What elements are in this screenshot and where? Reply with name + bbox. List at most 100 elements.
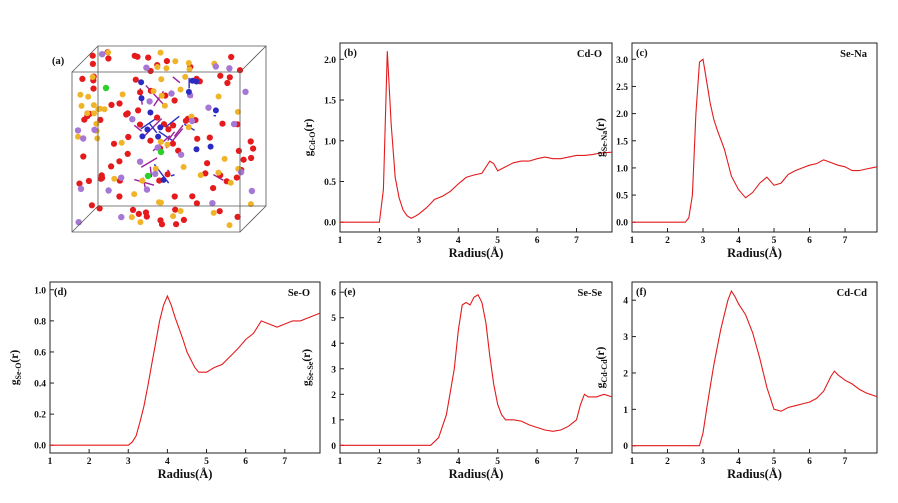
sodium-atom xyxy=(242,88,249,96)
selenium-atom xyxy=(177,86,184,93)
bond xyxy=(140,157,158,168)
oxygen-atom xyxy=(129,206,137,213)
y-axis-label: gSe-Na(r) xyxy=(595,118,609,157)
selenium-atom xyxy=(154,64,161,70)
selenium-atom xyxy=(226,222,233,229)
oxygen-atom xyxy=(85,177,92,185)
oxygen-atom xyxy=(96,205,103,212)
y-tick-label: 0.6 xyxy=(34,348,46,358)
highlight-atom xyxy=(157,148,165,156)
oxygen-atom xyxy=(250,145,257,152)
oxygen-atom xyxy=(142,209,150,216)
bond xyxy=(158,130,175,143)
x-tick-label: 2 xyxy=(665,236,670,246)
x-tick-label: 6 xyxy=(807,236,812,246)
selenium-atom xyxy=(152,165,159,172)
y-tick-label: 6 xyxy=(331,289,336,299)
bond xyxy=(164,115,180,128)
oxygen-atom xyxy=(110,140,118,147)
x-tick-label: 1 xyxy=(338,236,343,246)
cadmium-atom xyxy=(193,146,200,153)
y-axis-label: gCd-Cd(r) xyxy=(595,347,609,389)
bond xyxy=(133,124,142,132)
x-tick-label: 1 xyxy=(630,236,635,246)
oxygen-atom xyxy=(135,107,142,114)
selenium-atom xyxy=(215,169,222,176)
sodium-atom xyxy=(237,169,245,176)
y-axis-label: gSe-O(r) xyxy=(9,350,23,386)
oxygen-atom xyxy=(171,193,178,200)
y-tick-label: 1.0 xyxy=(616,164,628,174)
selenium-atom xyxy=(227,179,234,186)
y-tick-label: 0.4 xyxy=(34,380,46,390)
sodium-atom xyxy=(154,144,161,151)
atomic-structure-cell-icon xyxy=(71,45,267,233)
y-tick-label: 2.5 xyxy=(616,83,628,93)
x-tick-label: 4 xyxy=(456,457,461,467)
x-tick-label: 6 xyxy=(243,457,248,467)
pair-label: Cd-O xyxy=(577,49,602,60)
x-tick-label: 5 xyxy=(772,236,777,246)
x-tick-label: 3 xyxy=(416,457,421,467)
bond xyxy=(148,122,158,134)
sodium-atom xyxy=(118,174,125,181)
highlight-atom xyxy=(144,172,152,180)
oxygen-atom xyxy=(88,202,95,209)
oxygen-atom xyxy=(189,193,196,200)
oxygen-atom xyxy=(135,210,142,217)
y-tick-label: 3 xyxy=(623,333,628,343)
panel-label: (c) xyxy=(636,48,648,59)
sodium-atom xyxy=(74,127,82,134)
x-tick-label: 2 xyxy=(665,457,670,467)
selenium-atom xyxy=(119,91,126,98)
selenium-atom xyxy=(163,65,170,72)
oxygen-atom xyxy=(76,180,83,187)
cadmium-atom xyxy=(212,107,219,114)
x-tick-label: 6 xyxy=(535,236,540,246)
x-tick-label: 1 xyxy=(48,457,53,467)
sodium-atom xyxy=(75,219,82,226)
cadmium-atom xyxy=(157,124,164,131)
selenium-atom xyxy=(170,213,177,220)
highlight-atom xyxy=(102,84,110,92)
sodium-atom xyxy=(205,104,212,111)
oxygen-atom xyxy=(169,140,176,147)
cadmium-atom xyxy=(138,79,145,86)
x-tick-label: 5 xyxy=(204,457,209,467)
bond xyxy=(167,131,176,141)
cadmium-atom xyxy=(138,95,145,102)
oxygen-atom xyxy=(194,135,201,142)
selenium-atom xyxy=(91,110,98,117)
pair-label: Se-Se xyxy=(578,288,603,299)
oxygen-atom xyxy=(240,156,247,163)
panel-label: (e) xyxy=(344,287,356,298)
y-tick-label: 1 xyxy=(623,406,628,416)
oxygen-atom xyxy=(204,160,211,167)
selenium-atom xyxy=(177,208,184,214)
x-tick-label: 7 xyxy=(282,457,287,467)
cadmium-atom xyxy=(144,126,151,133)
panel-label: (b) xyxy=(344,48,357,59)
sodium-atom xyxy=(80,135,87,142)
oxygen-atom xyxy=(219,120,226,127)
oxygen-atom xyxy=(202,170,209,177)
rdf-curve xyxy=(632,58,878,223)
sodium-atom xyxy=(209,200,216,207)
selenium-atom xyxy=(234,108,241,115)
selenium-atom xyxy=(157,199,164,206)
selenium-atom xyxy=(131,191,138,198)
y-tick-label: 0.0 xyxy=(34,442,46,452)
selenium-atom xyxy=(215,93,222,100)
pair-label: Se-Na xyxy=(840,49,868,60)
oxygen-atom xyxy=(163,58,170,65)
x-tick-label: 6 xyxy=(535,457,540,467)
selenium-atom xyxy=(185,60,192,66)
sodium-atom xyxy=(230,120,238,128)
x-tick-label: 5 xyxy=(495,457,500,467)
x-axis-label: Radius(Å) xyxy=(727,467,782,481)
selenium-atom xyxy=(180,164,187,170)
y-tick-label: 1.0 xyxy=(34,286,46,296)
oxygen-atom xyxy=(173,221,180,228)
oxygen-atom xyxy=(108,101,115,108)
